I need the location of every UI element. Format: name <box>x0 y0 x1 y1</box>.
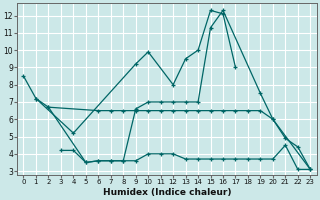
X-axis label: Humidex (Indice chaleur): Humidex (Indice chaleur) <box>103 188 231 197</box>
